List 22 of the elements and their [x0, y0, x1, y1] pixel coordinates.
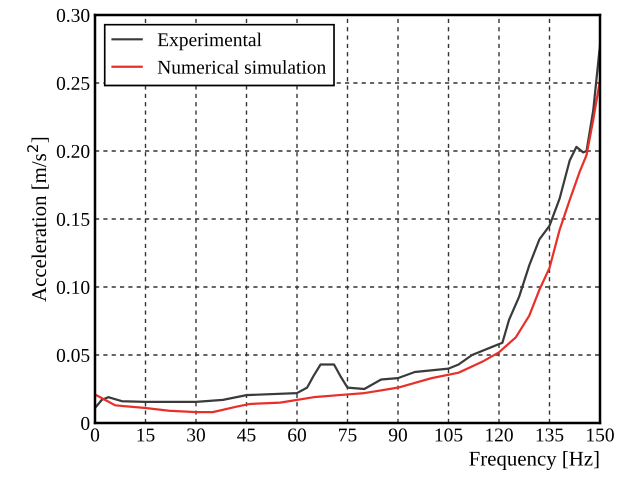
y-tick-label: 0.15	[56, 212, 90, 226]
y-tick-label: 0.25	[56, 76, 90, 90]
x-tick-label: 105	[436, 428, 462, 442]
y-tick-label: 0.05	[56, 348, 90, 362]
x-tick-label: 135	[536, 428, 564, 442]
legend-label: Experimental	[158, 32, 262, 50]
y-tick-label: 0.10	[56, 280, 90, 294]
x-tick-label: 30	[187, 428, 205, 442]
x-tick-label: 15	[137, 428, 154, 442]
x-tick-label: 75	[339, 428, 356, 442]
y-axis-title: Acceleration [m/s$^{2}$]	[27, 138, 49, 302]
x-tick-label: 60	[288, 428, 306, 442]
y-tick-label: 0.30	[56, 8, 90, 22]
y-tick-label: 0.20	[56, 144, 90, 158]
x-axis-title: Frequency [Hz]	[469, 451, 598, 470]
y-tick-label: 0	[81, 416, 90, 430]
x-tick-label: 120	[486, 428, 513, 442]
x-tick-label: 45	[237, 428, 256, 442]
legend-label: Numerical simulation	[158, 60, 326, 74]
x-tick-label: 90	[388, 428, 407, 442]
x-tick-label: 150	[587, 428, 614, 442]
x-tick-label: 0	[90, 428, 100, 442]
